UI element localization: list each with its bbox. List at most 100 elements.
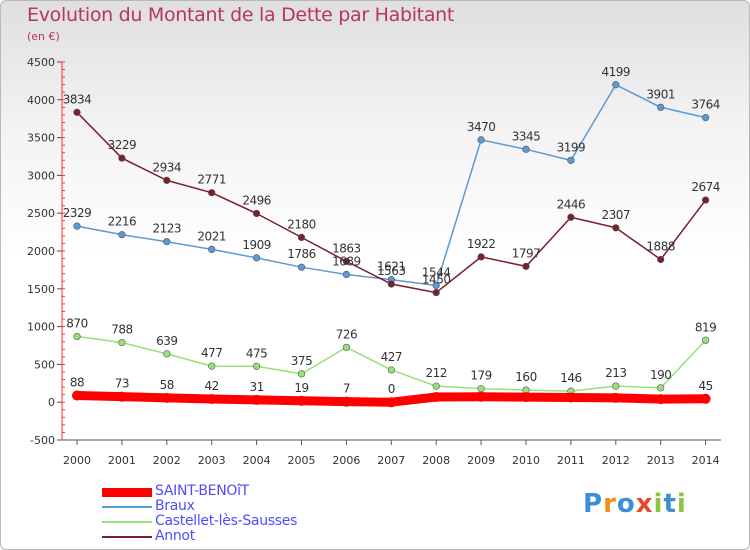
data-label-2: 477 — [201, 346, 222, 360]
data-label-2: 819 — [695, 320, 716, 334]
data-point-2 — [657, 384, 665, 392]
data-point-0 — [610, 392, 621, 403]
x-tick-label: 2013 — [647, 454, 675, 467]
data-label-1: 1689 — [332, 255, 361, 269]
data-point-1 — [612, 81, 620, 89]
y-tick-label: -500 — [30, 434, 55, 447]
data-label-3: 1922 — [467, 237, 496, 251]
data-label-0: 31 — [249, 380, 263, 394]
data-point-3 — [208, 189, 216, 197]
x-tick-label: 2003 — [198, 454, 226, 467]
x-tick-label: 2009 — [467, 454, 495, 467]
legend-swatch-braux — [102, 506, 152, 508]
data-label-3: 2446 — [557, 197, 586, 211]
data-point-1 — [73, 222, 81, 230]
data-point-1 — [163, 238, 171, 246]
y-tick-label: 4000 — [27, 94, 55, 107]
data-label-3: 2307 — [602, 208, 631, 222]
legend-swatch-annot — [102, 536, 152, 538]
data-label-3: 2180 — [287, 217, 316, 231]
legend-label-saint-benoit: SAINT-BENOîT — [155, 483, 249, 499]
data-point-1 — [701, 114, 710, 122]
data-point-1 — [657, 103, 665, 111]
x-tick-label: 2001 — [108, 454, 136, 467]
data-point-3 — [118, 154, 126, 162]
data-label-1: 1909 — [242, 238, 271, 252]
data-point-0 — [476, 391, 487, 402]
y-tick-label: 500 — [34, 358, 55, 371]
data-label-2: 427 — [381, 350, 402, 364]
data-point-0 — [655, 394, 666, 405]
data-label-1: 1786 — [287, 247, 316, 261]
x-tick-label: 2005 — [288, 454, 316, 467]
data-point-0 — [251, 394, 262, 405]
data-point-0 — [521, 392, 531, 403]
data-point-2 — [208, 362, 216, 370]
data-point-1 — [342, 270, 351, 279]
x-tick-label: 2006 — [332, 454, 360, 467]
data-point-2 — [701, 336, 710, 344]
legend-label-braux: Braux — [155, 498, 195, 514]
x-tick-label: 2004 — [243, 454, 271, 467]
data-point-2 — [342, 343, 351, 351]
data-label-2: 375 — [291, 354, 312, 368]
data-point-3 — [387, 280, 395, 288]
data-label-2: 190 — [650, 368, 671, 382]
data-label-3: 1563 — [377, 264, 406, 278]
data-point-3 — [73, 108, 81, 116]
x-tick-label: 2008 — [422, 454, 450, 467]
data-point-0 — [296, 395, 307, 406]
data-point-0 — [431, 391, 442, 402]
data-label-0: 88 — [70, 376, 84, 390]
data-label-0: 58 — [160, 378, 174, 392]
data-point-1 — [567, 156, 575, 164]
data-point-0 — [116, 391, 127, 402]
data-point-0 — [72, 390, 82, 401]
data-label-2: 179 — [470, 369, 491, 383]
data-point-2 — [253, 362, 261, 370]
data-label-2: 870 — [66, 316, 87, 330]
chart-subtitle: (en €) — [27, 30, 60, 43]
series-line-1 — [76, 84, 707, 287]
data-point-2 — [297, 370, 306, 378]
data-label-2: 160 — [515, 370, 536, 384]
data-label-1: 2021 — [197, 229, 226, 243]
data-label-0: 73 — [115, 377, 129, 391]
x-tick-label: 2012 — [602, 454, 630, 467]
data-point-3 — [701, 196, 710, 204]
data-label-3: 1797 — [512, 246, 541, 260]
legend-label-castellet: Castellet-lès-Sausses — [155, 513, 298, 529]
data-label-0: 19 — [294, 381, 308, 395]
data-label-3: 2496 — [242, 194, 271, 208]
data-point-1 — [522, 145, 530, 153]
data-point-0 — [386, 397, 397, 408]
data-label-1: 2329 — [63, 206, 92, 220]
data-point-1 — [477, 136, 485, 144]
y-tick-label: 2500 — [27, 207, 55, 220]
data-label-0: 45 — [698, 379, 712, 393]
data-point-2 — [612, 382, 620, 390]
data-point-0 — [700, 393, 711, 404]
data-point-3 — [522, 262, 530, 270]
data-point-3 — [477, 253, 485, 261]
data-point-2 — [163, 350, 171, 358]
data-point-1 — [253, 254, 261, 262]
data-label-3: 3834 — [63, 92, 92, 106]
data-label-2: 475 — [246, 346, 267, 360]
data-label-1: 1544 — [422, 265, 451, 279]
y-tick-label: 1000 — [27, 321, 55, 334]
data-label-1: 3764 — [691, 98, 720, 112]
data-label-1: 4199 — [602, 65, 631, 79]
data-point-3 — [657, 255, 665, 264]
data-point-1 — [208, 245, 216, 254]
data-label-2: 213 — [605, 366, 626, 380]
data-label-1: 2123 — [153, 222, 182, 236]
data-label-0: 0 — [388, 382, 395, 396]
y-tick-label: 3500 — [27, 132, 55, 145]
y-tick-label: 4500 — [27, 56, 55, 69]
data-point-1 — [118, 231, 126, 239]
data-label-2: 639 — [156, 334, 177, 348]
data-label-2: 212 — [425, 366, 446, 380]
